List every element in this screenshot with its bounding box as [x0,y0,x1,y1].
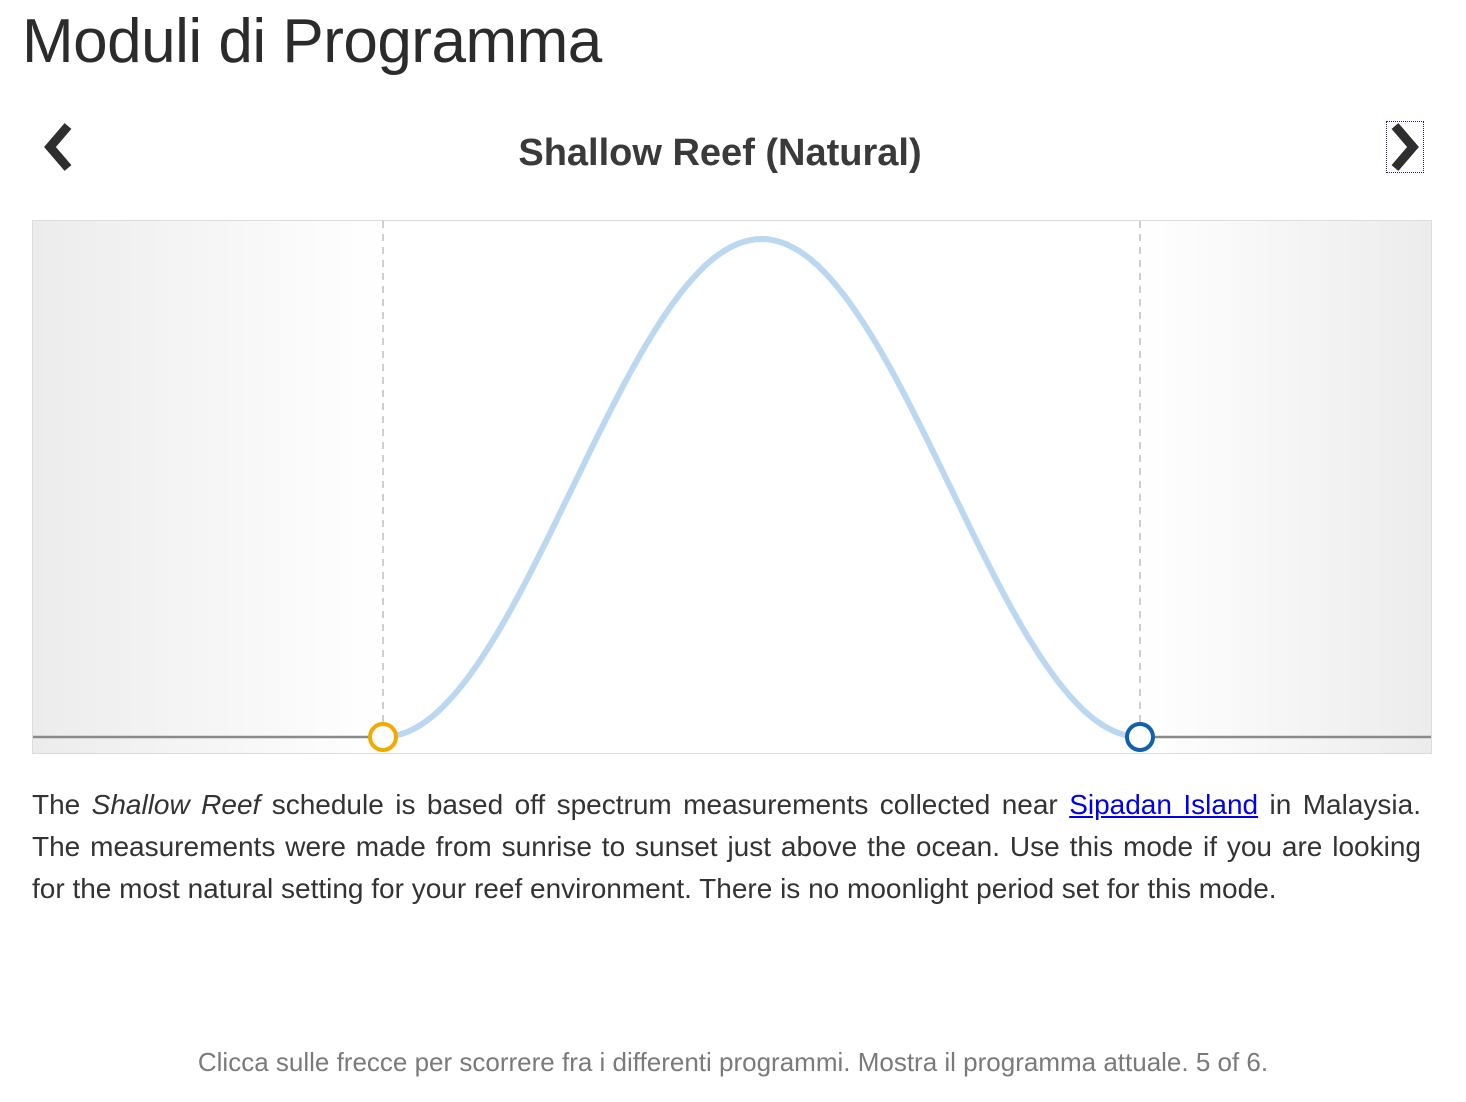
intensity-curve [380,235,1143,740]
program-title: Shallow Reef (Natural) [518,132,922,174]
sunset-marker[interactable] [1125,722,1155,752]
chevron-left-icon [44,123,72,171]
description-text-start: The [32,789,92,820]
footer-note: Clicca sulle frecce per scorrere fra i d… [197,1047,1269,1077]
night-shade-left [33,221,383,753]
night-shade-right [1140,221,1431,753]
schedule-chart [32,220,1432,754]
description-text-middle: schedule is based off spectrum measureme… [260,789,1070,820]
schedule-chart-svg [33,221,1431,753]
chevron-right-icon [1391,123,1419,171]
sunrise-marker[interactable] [368,722,398,752]
description-emphasis: Shallow Reef [91,789,261,820]
program-description: The Shallow Reef schedule is based off s… [32,784,1421,910]
description-text-end: in Malaysia. The measurements were made … [32,789,1421,904]
next-program-button[interactable] [1386,121,1424,173]
previous-program-button[interactable] [40,122,76,172]
sipadan-island-link[interactable]: Sipadan Island [1069,789,1259,820]
page-title: Moduli di Programma [22,7,602,76]
